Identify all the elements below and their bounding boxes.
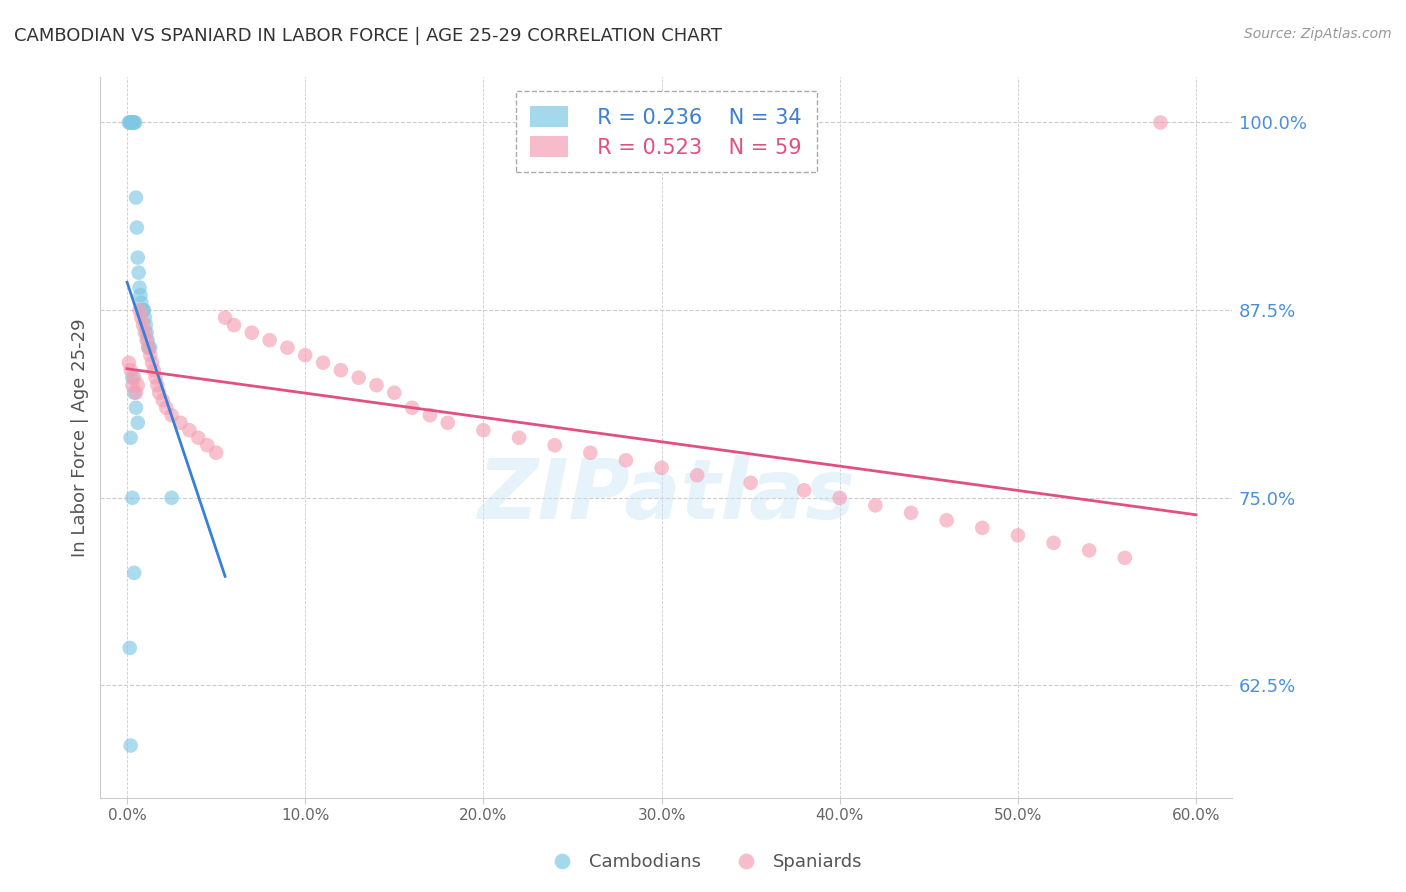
Point [121, 491, 143, 505]
Point [686, 468, 709, 483]
Point [900, 506, 922, 520]
Point [122, 115, 145, 129]
Point [120, 739, 142, 753]
Point [139, 348, 162, 362]
Point [128, 266, 150, 280]
Point [865, 498, 887, 512]
Text: ZIPatlas: ZIPatlas [477, 455, 855, 536]
Point [134, 310, 156, 325]
Point [276, 341, 298, 355]
Point [124, 115, 146, 129]
Point [240, 326, 263, 340]
Point [129, 288, 152, 302]
Point [195, 438, 218, 452]
Point [118, 115, 141, 129]
Point [138, 341, 160, 355]
Point [131, 310, 153, 325]
Point [148, 385, 170, 400]
Point [141, 356, 163, 370]
Point [118, 640, 141, 655]
Point [132, 318, 155, 333]
Point [120, 115, 142, 129]
Point [1042, 536, 1064, 550]
Point [122, 566, 145, 580]
Point [127, 378, 149, 392]
Point [155, 401, 177, 415]
Point [366, 378, 388, 392]
Point [125, 220, 148, 235]
Point [127, 416, 149, 430]
Point [214, 310, 236, 325]
Point [972, 521, 994, 535]
Point [145, 370, 167, 384]
Point [740, 475, 762, 490]
Point [125, 385, 148, 400]
Point [152, 393, 174, 408]
Point [614, 453, 637, 467]
Point [135, 318, 157, 333]
Point [544, 438, 567, 452]
Point [401, 401, 423, 415]
Point [179, 423, 201, 437]
Point [131, 295, 153, 310]
Point [118, 356, 141, 370]
Point [294, 348, 316, 362]
Point [121, 115, 143, 129]
Point [125, 190, 148, 204]
Point [134, 326, 156, 340]
Point [120, 363, 142, 377]
Point [131, 303, 153, 318]
Point [125, 401, 148, 415]
Point [1007, 528, 1029, 542]
Point [142, 363, 165, 377]
Point [128, 280, 150, 294]
Point [118, 115, 141, 129]
Point [793, 483, 815, 498]
Point [187, 431, 209, 445]
Point [160, 409, 183, 423]
Point [121, 370, 143, 384]
Point [419, 409, 441, 423]
Point [828, 491, 851, 505]
Point [259, 333, 281, 347]
Point [120, 431, 142, 445]
Point [121, 115, 143, 129]
Point [508, 431, 530, 445]
Point [132, 303, 155, 318]
Point [136, 333, 159, 347]
Point [312, 356, 335, 370]
Point [139, 341, 162, 355]
Point [127, 251, 149, 265]
Point [651, 460, 673, 475]
Text: Source: ZipAtlas.com: Source: ZipAtlas.com [1244, 27, 1392, 41]
Point [128, 303, 150, 318]
Point [122, 115, 145, 129]
Point [436, 416, 458, 430]
Point [122, 370, 145, 384]
Legend: Cambodians, Spaniards: Cambodians, Spaniards [536, 847, 870, 879]
Point [135, 326, 157, 340]
Point [1078, 543, 1101, 558]
Point [132, 303, 155, 318]
Point [138, 341, 160, 355]
Point [169, 416, 191, 430]
Point [122, 385, 145, 400]
Point [472, 423, 495, 437]
Point [205, 446, 228, 460]
Legend:   R = 0.236    N = 34,   R = 0.523    N = 59: R = 0.236 N = 34, R = 0.523 N = 59 [516, 92, 817, 172]
Point [382, 385, 405, 400]
Y-axis label: In Labor Force | Age 25-29: In Labor Force | Age 25-29 [72, 318, 89, 558]
Point [329, 363, 352, 377]
Point [935, 513, 957, 527]
Point [1149, 115, 1171, 129]
Point [347, 370, 370, 384]
Point [135, 333, 157, 347]
Point [579, 446, 602, 460]
Point [160, 491, 183, 505]
Point [222, 318, 245, 333]
Point [121, 378, 143, 392]
Point [146, 378, 169, 392]
Text: CAMBODIAN VS SPANIARD IN LABOR FORCE | AGE 25-29 CORRELATION CHART: CAMBODIAN VS SPANIARD IN LABOR FORCE | A… [14, 27, 723, 45]
Point [1114, 550, 1136, 565]
